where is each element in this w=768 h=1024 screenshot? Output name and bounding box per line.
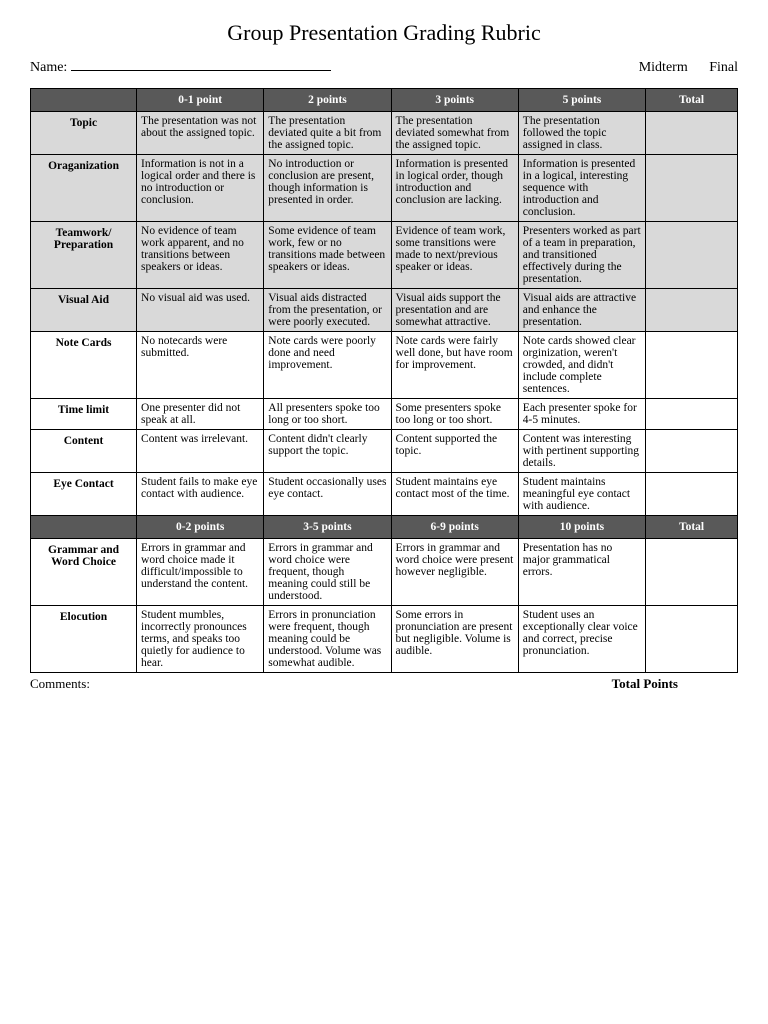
total-points-label: Total Points [612,676,678,692]
criteria-cell: Note Cards [31,332,137,399]
col-header: 0-1 point [137,89,264,112]
criteria-cell: Time limit [31,399,137,430]
rubric-cell: Student maintains meaningful eye contact… [518,473,645,516]
table-row: Visual AidNo visual aid was used.Visual … [31,289,738,332]
total-cell [646,222,738,289]
col-header: 6-9 points [391,516,518,539]
rubric-table: 0-1 point2 points3 points5 pointsTotalTo… [30,88,738,673]
rubric-cell: Evidence of team work, some transitions … [391,222,518,289]
table-row: Eye ContactStudent fails to make eye con… [31,473,738,516]
table-row: OraganizationInformation is not in a log… [31,155,738,222]
rubric-cell: Student maintains eye contact most of th… [391,473,518,516]
name-blank-line [71,70,331,71]
header-row: Name: Midterm Final [30,60,738,76]
table-row: Note CardsNo notecards were submitted.No… [31,332,738,399]
col-header [31,89,137,112]
rubric-cell: Content didn't clearly support the topic… [264,430,391,473]
rubric-cell: Information is not in a logical order an… [137,155,264,222]
total-cell [646,112,738,155]
criteria-cell: Teamwork/ Preparation [31,222,137,289]
header-band: 0-1 point2 points3 points5 pointsTotal [31,89,738,112]
rubric-cell: Each presenter spoke for 4-5 minutes. [518,399,645,430]
rubric-cell: Content supported the topic. [391,430,518,473]
rubric-cell: Note cards were fairly well done, but ha… [391,332,518,399]
term-labels: Midterm Final [621,60,738,76]
rubric-cell: Presentation has no major grammatical er… [518,539,645,606]
final-label: Final [709,60,738,75]
criteria-cell: Visual Aid [31,289,137,332]
rubric-cell: No visual aid was used. [137,289,264,332]
col-header [31,516,137,539]
criteria-cell: Elocution [31,606,137,673]
table-row: Time limitOne presenter did not speak at… [31,399,738,430]
rubric-cell: Note cards showed clear orginization, we… [518,332,645,399]
rubric-cell: The presentation deviated quite a bit fr… [264,112,391,155]
rubric-cell: Information is presented in a logical, i… [518,155,645,222]
col-header: Total [646,89,738,112]
rubric-cell: Visual aids support the presentation and… [391,289,518,332]
page-title: Group Presentation Grading Rubric [30,20,738,46]
rubric-cell: Visual aids are attractive and enhance t… [518,289,645,332]
criteria-cell: Grammar and Word Choice [31,539,137,606]
rubric-cell: Errors in grammar and word choice were p… [391,539,518,606]
comments-label: Comments: [30,676,90,692]
rubric-cell: Visual aids distracted from the presenta… [264,289,391,332]
name-field: Name: [30,60,331,76]
criteria-cell: Oraganization [31,155,137,222]
rubric-cell: Content was interesting with pertinent s… [518,430,645,473]
total-cell [646,473,738,516]
criteria-cell: Eye Contact [31,473,137,516]
rubric-cell: No introduction or conclusion are presen… [264,155,391,222]
rubric-cell: The presentation followed the topic assi… [518,112,645,155]
header-band: 0-2 points3-5 points6-9 points10 pointsT… [31,516,738,539]
col-header: 0-2 points [137,516,264,539]
col-header: 10 points [518,516,645,539]
table-row: Teamwork/ PreparationNo evidence of team… [31,222,738,289]
rubric-cell: Errors in grammar and word choice made i… [137,539,264,606]
rubric-cell: Some evidence of team work, few or no tr… [264,222,391,289]
rubric-cell: All presenters spoke too long or too sho… [264,399,391,430]
table-row: Grammar and Word ChoiceErrors in grammar… [31,539,738,606]
col-header: 3-5 points [264,516,391,539]
criteria-cell: Content [31,430,137,473]
midterm-label: Midterm [639,60,688,75]
col-header: 3 points [391,89,518,112]
rubric-cell: Student mumbles, incorrectly pronounces … [137,606,264,673]
total-cell [646,399,738,430]
total-cell [646,332,738,399]
rubric-cell: Student fails to make eye contact with a… [137,473,264,516]
col-header: 2 points [264,89,391,112]
table-row: TopicThe presentation was not about the … [31,112,738,155]
rubric-cell: Note cards were poorly done and need imp… [264,332,391,399]
total-cell [646,606,738,673]
name-label: Name: [30,60,67,76]
rubric-cell: Some presenters spoke too long or too sh… [391,399,518,430]
total-cell [646,289,738,332]
rubric-cell: Errors in grammar and word choice were f… [264,539,391,606]
table-row: ContentContent was irrelevant.Content di… [31,430,738,473]
rubric-cell: No evidence of team work apparent, and n… [137,222,264,289]
rubric-cell: Content was irrelevant. [137,430,264,473]
rubric-cell: Errors in pronunciation were frequent, t… [264,606,391,673]
rubric-cell: The presentation deviated somewhat from … [391,112,518,155]
footer-row: Comments: Total Points [30,676,738,692]
rubric-cell: Information is presented in logical orde… [391,155,518,222]
rubric-cell: The presentation was not about the assig… [137,112,264,155]
rubric-cell: Student occasionally uses eye contact. [264,473,391,516]
col-header: 5 points [518,89,645,112]
col-header: Total [646,516,738,539]
total-cell [646,155,738,222]
total-cell [646,430,738,473]
total-cell [646,539,738,606]
table-row: ElocutionStudent mumbles, incorrectly pr… [31,606,738,673]
rubric-cell: No notecards were submitted. [137,332,264,399]
rubric-cell: Some errors in pronunciation are present… [391,606,518,673]
rubric-cell: One presenter did not speak at all. [137,399,264,430]
criteria-cell: Topic [31,112,137,155]
rubric-cell: Presenters worked as part of a team in p… [518,222,645,289]
rubric-cell: Student uses an exceptionally clear voic… [518,606,645,673]
